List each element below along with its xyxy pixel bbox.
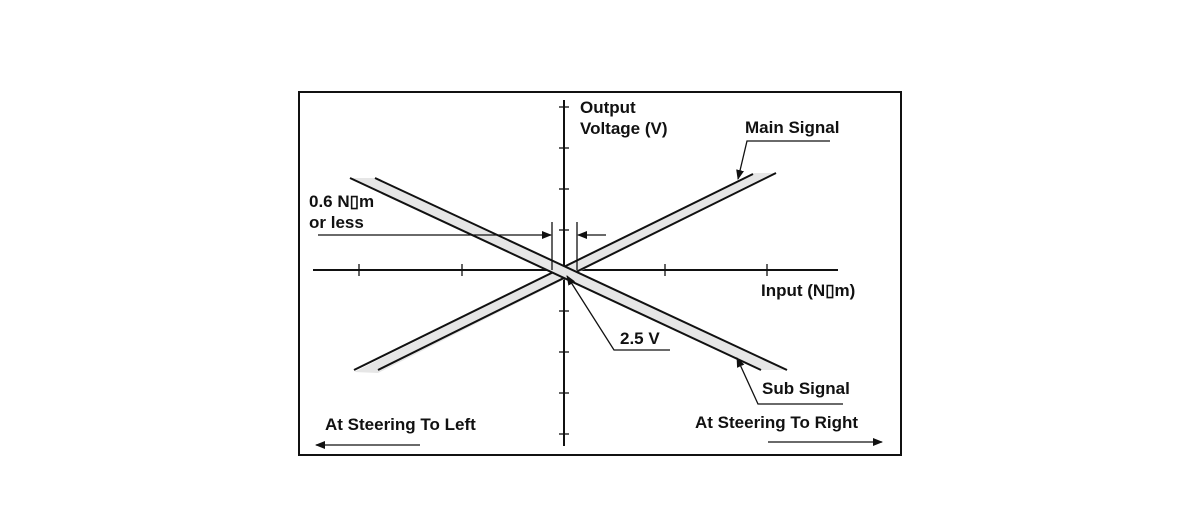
center-voltage-leader bbox=[566, 275, 670, 351]
right-direction-label: At Steering To Right bbox=[695, 413, 858, 432]
sub-signal-line-b bbox=[374, 177, 788, 371]
y-axis-ticks bbox=[559, 106, 569, 435]
center-voltage-label: 2.5 V bbox=[620, 329, 660, 348]
sub-signal-label: Sub Signal bbox=[762, 379, 850, 398]
main-signal-leader bbox=[736, 140, 830, 180]
diagram-frame bbox=[298, 91, 902, 456]
x-axis-label: Input (N▯m) bbox=[761, 281, 855, 300]
sub-signal-line-a bbox=[349, 177, 762, 371]
main-signal-label: Main Signal bbox=[745, 118, 839, 137]
left-direction-label: At Steering To Left bbox=[325, 415, 476, 434]
deadband-label-line1: 0.6 N▯m bbox=[309, 192, 374, 211]
sub-signal-leader bbox=[736, 357, 843, 405]
y-axis-label-line1: Output bbox=[580, 98, 636, 117]
x-axis-ticks bbox=[358, 264, 768, 276]
y-axis-label-line2: Voltage (V) bbox=[580, 119, 668, 138]
deadband-label-line2: or less bbox=[309, 213, 364, 232]
sub-signal-band bbox=[349, 177, 788, 371]
